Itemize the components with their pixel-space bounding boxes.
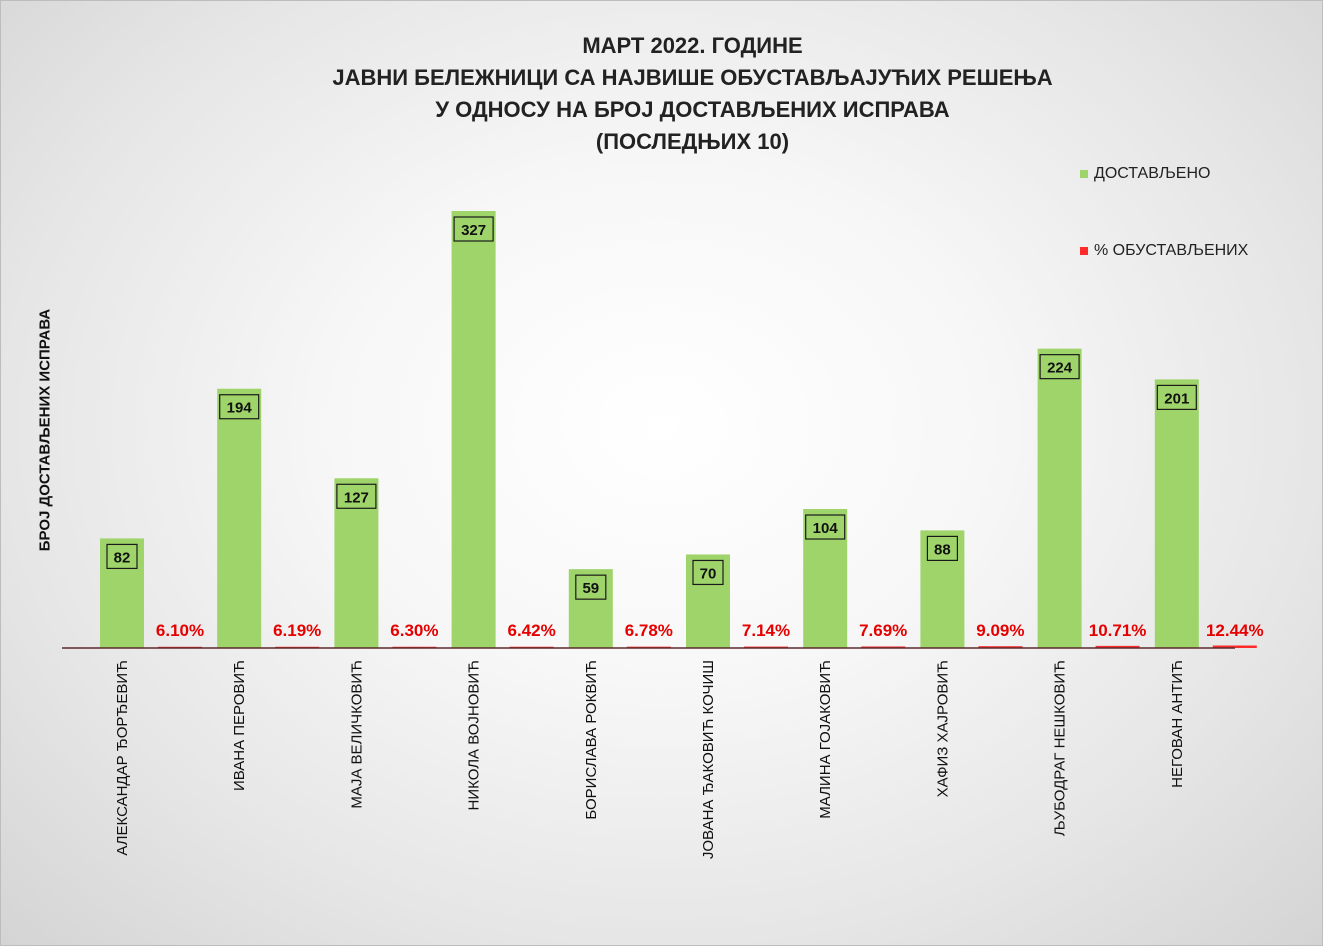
bar-group: 59 6.78% — [568, 569, 673, 648]
bar-delivered — [1037, 348, 1082, 648]
legend-swatch-green-icon — [1080, 169, 1088, 178]
legend-swatch-red-icon — [1080, 246, 1088, 255]
bar-value-label: 82 — [114, 549, 131, 566]
title-line-4: (ПОСЛЕДЊИХ 10) — [595, 129, 790, 154]
title-line-3: У ОДНОСУ НА БРОЈ ДОСТАВЉЕНИХ ИСПРАВА — [435, 97, 950, 122]
bar-value-box — [926, 535, 959, 561]
legend-label-delivered: ДОСТАВЉЕНО — [1094, 165, 1211, 182]
bar-value-box — [453, 216, 494, 242]
bar-value-box — [106, 543, 138, 570]
bar-group: 127 6.30% — [334, 478, 439, 648]
bar-value-box — [575, 574, 607, 600]
bar-value-label: 88 — [934, 541, 951, 558]
percent-label: 10.71% — [1089, 621, 1147, 640]
percent-label: 6.10% — [156, 621, 204, 640]
percent-label: 6.19% — [273, 621, 321, 640]
bar-value-label: 224 — [1047, 360, 1073, 377]
bar-group: 224 10.71% — [1037, 348, 1147, 648]
category-label: НЕГОВАН АНТИЋ — [1169, 660, 1186, 788]
category-label: ЈОВАНА ЂАКОВИЋ КОЧИШ — [700, 660, 717, 859]
legend-item-percent: % ОБУСТАВЉЕНИХ — [1080, 242, 1248, 260]
bar-value-box — [1039, 354, 1080, 380]
category-label: АЛЕКСАНДАР ЂОРЂЕВИЋ — [114, 660, 131, 856]
bar-percent — [861, 646, 906, 648]
bar-percent — [1212, 645, 1257, 648]
bar-value-box — [336, 483, 377, 509]
title-line-1: МАРТ 2022. ГОДИНЕ — [582, 33, 803, 58]
category-label: МАЛИНА ГОЈАКОВИЋ — [817, 660, 834, 819]
legend-item-delivered: ДОСТАВЉЕНО — [1080, 165, 1210, 183]
percent-label: 6.42% — [507, 621, 555, 640]
bar-group: 201 12.44% — [1154, 379, 1264, 648]
category-label: ХАФИЗ ХАЈРОВИЋ — [934, 660, 951, 797]
bar-group: 88 9.09% — [920, 530, 1025, 648]
percent-label: 7.69% — [859, 621, 907, 640]
category-label: ЉУБОДРАГ НЕШКОВИЋ — [1052, 660, 1069, 836]
bar-value-box — [805, 514, 846, 540]
bar-value-label: 201 — [1164, 390, 1189, 407]
bar-group: 327 6.42% — [451, 211, 556, 648]
bar-group: 82 6.10% — [100, 538, 204, 648]
bar-percent — [1095, 645, 1140, 648]
chart-title: МАРТ 2022. ГОДИНЕ ЈАВНИ БЕЛЕЖНИЦИ СА НАЈ… — [0, 30, 1323, 158]
bar-group: 104 7.69% — [803, 509, 907, 648]
percent-label: 9.09% — [976, 621, 1024, 640]
percent-label: 7.14% — [742, 621, 790, 640]
percent-label: 6.78% — [625, 621, 673, 640]
bar-value-box — [219, 394, 260, 420]
category-label: ИВАНА ПЕРОВИЋ — [231, 660, 248, 791]
legend-label-percent: % ОБУСТАВЉЕНИХ — [1094, 242, 1249, 259]
bar-value-label: 59 — [582, 580, 599, 597]
percent-label: 12.44% — [1206, 621, 1264, 640]
percent-label: 6.30% — [390, 621, 438, 640]
category-label: БОРИСЛАВА РОКВИЋ — [583, 660, 600, 820]
title-line-2: ЈАВНИ БЕЛЕЖНИЦИ СА НАЈВИШЕ ОБУСТАВЉАЈУЋИ… — [332, 65, 1053, 90]
bar-value-box — [692, 559, 724, 586]
bar-percent — [978, 646, 1023, 648]
bar-group: 194 6.19% — [217, 388, 321, 648]
bar-delivered — [1154, 379, 1199, 648]
category-label: МАЈА ВЕЛИЧКОВИЋ — [348, 660, 365, 809]
bar-value-label: 70 — [700, 565, 717, 582]
bar-value-label: 194 — [227, 400, 253, 417]
bar-group: 70 7.14% — [686, 554, 790, 648]
bar-value-label: 104 — [813, 520, 839, 537]
bar-value-label: 127 — [344, 489, 369, 506]
bar-value-box — [1156, 384, 1197, 410]
bar-delivered — [217, 388, 262, 648]
bar-value-label: 327 — [461, 222, 486, 239]
bar-delivered — [451, 211, 496, 648]
category-label: НИКОЛА ВОЈНОВИЋ — [466, 660, 483, 810]
